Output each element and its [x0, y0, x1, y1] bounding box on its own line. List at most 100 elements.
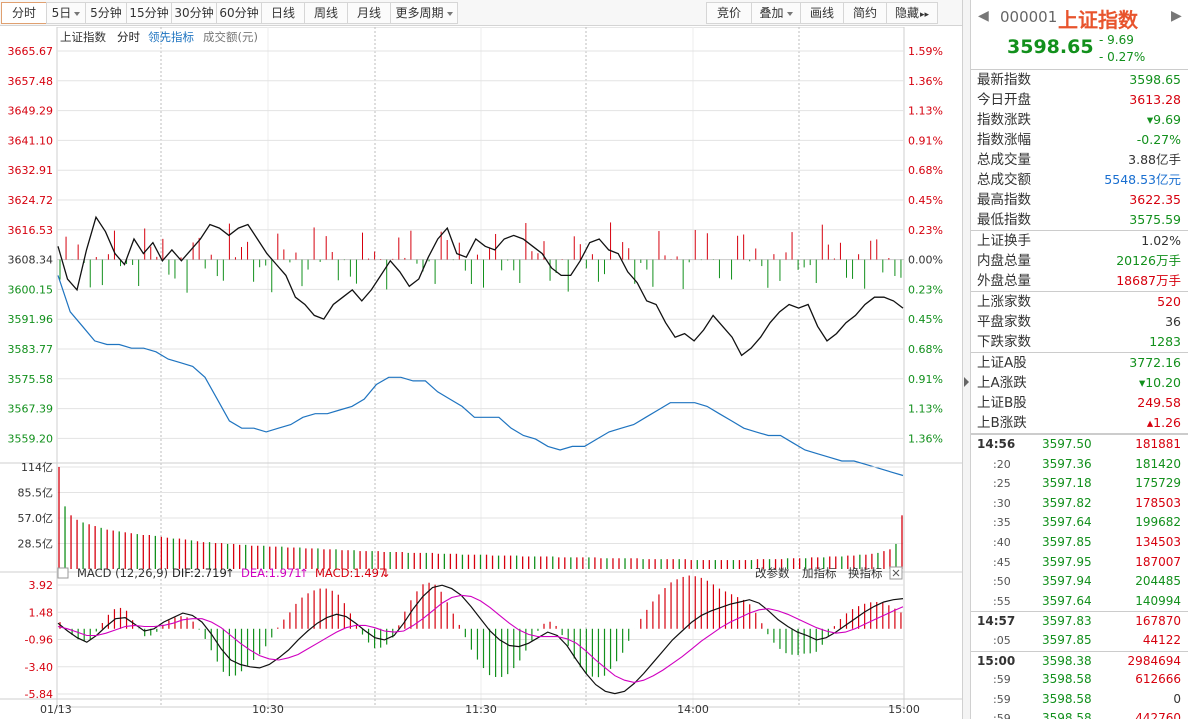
tick-volume: 44122 [1142, 632, 1181, 647]
period-5min-button[interactable]: 5分钟 [85, 2, 127, 24]
period-5min-label: 5分钟 [90, 6, 122, 20]
tick-volume: 204485 [1135, 574, 1181, 589]
quote-row: 指数涨幅 -0.27% [971, 130, 1188, 150]
quote-label: 最低指数 [977, 212, 1031, 228]
chevron-down-icon [786, 11, 793, 16]
price-tick-label: 3616.53 [8, 224, 54, 237]
period-toolbar: 分时 5日 5分钟 15分钟 30分钟 60分钟 日线 周线 月线 更多周期 竞价 叠加 画线 简约 隐藏▸… [0, 0, 962, 26]
pct-tick-label: 0.23% [908, 224, 943, 237]
quote-row: 上证B股 249.58 [971, 393, 1188, 413]
tick-row: :55 3597.64 140994 [971, 592, 1188, 612]
time-tick-label: 10:30 [252, 703, 284, 716]
quote-label: 总成交量 [977, 152, 1031, 168]
period-day-button[interactable]: 日线 [261, 2, 305, 24]
tick-time: :50 [993, 575, 1011, 589]
period-15min-button[interactable]: 15分钟 [126, 2, 172, 24]
pct-tick-label: 1.13% [908, 403, 943, 416]
quote-row: 上涨家数 520 [971, 292, 1188, 312]
quote-stats: 最新指数 3598.65 今日开盘 3613.28 指数涨跌 ▾9.69 指数涨幅 -0.27… [971, 70, 1188, 434]
tool-draw-label: 画线 [809, 6, 834, 20]
tick-row: :59 3598.58 0 [971, 690, 1188, 710]
legend-index_name: 上证指数 [60, 30, 106, 44]
intraday-chart[interactable]: 3665.67 1.59% 3657.48 1.36% 3649.29 1.13% 3641… [0, 27, 962, 719]
quote-value: 36 [1165, 314, 1181, 329]
tick-price: 3598.38 [1042, 653, 1092, 668]
quote-value: -0.27% [1136, 132, 1181, 147]
quote-group: 上涨家数 520 平盘家数 36 下跌家数 1283 [971, 292, 1188, 353]
period-60min-button[interactable]: 60分钟 [216, 2, 262, 24]
tool-brief-button[interactable]: 简约 [843, 2, 887, 24]
tick-row: 15:00 3598.38 2984694 [971, 650, 1188, 671]
tick-volume: 0 [1173, 691, 1181, 706]
tick-price: 3597.18 [1042, 476, 1092, 491]
tool-brief-label: 简约 [852, 6, 877, 20]
period-more-button[interactable]: 更多周期 [390, 2, 458, 24]
price-tick-label: 3641.10 [8, 134, 54, 147]
quote-label: 平盘家数 [977, 314, 1031, 330]
period-week-button[interactable]: 周线 [304, 2, 348, 24]
quote-label: 上B涨跌 [977, 415, 1027, 431]
tool-hide-button[interactable]: 隐藏▸▸ [886, 2, 938, 24]
period-month-button[interactable]: 月线 [347, 2, 391, 24]
period-30min-button[interactable]: 30分钟 [171, 2, 217, 24]
macd-action-1[interactable]: 加指标 [802, 566, 837, 580]
quote-row: 最高指数 3622.35 [971, 190, 1188, 210]
time-tick-label: 11:30 [465, 703, 497, 716]
next-stock-icon[interactable]: ▶ [1171, 8, 1182, 24]
collapse-arrow-icon [964, 377, 969, 387]
quote-row: 上A涨跌 ▾10.20 [971, 373, 1188, 393]
pct-tick-label: 1.13% [908, 105, 943, 118]
tick-time: :25 [993, 477, 1011, 491]
quote-label: 上证B股 [977, 395, 1027, 411]
period-week-label: 周线 [313, 6, 338, 20]
tool-bid-label: 竞价 [716, 6, 741, 20]
price-tick-label: 3649.29 [8, 105, 54, 118]
quote-value: 3613.28 [1129, 92, 1181, 107]
tick-list[interactable]: 14:56 3597.50 181881:20 3597.36 181420:25 359… [971, 434, 1188, 719]
macd-action-2[interactable]: 换指标 [848, 566, 883, 580]
legend-leading: 领先指标 [148, 30, 194, 44]
quote-row: 外盘总量 18687万手 [971, 271, 1188, 291]
tick-row: 14:56 3597.50 181881 [971, 435, 1188, 455]
price-tick-label: 3575.58 [8, 373, 54, 386]
tool-overlay-label: 叠加 [759, 6, 784, 20]
tick-volume: 181420 [1135, 456, 1181, 471]
quote-row: 上证A股 3772.16 [971, 353, 1188, 373]
macd-dif: DIF:2.719 [172, 566, 227, 580]
price-tick-label: 3600.15 [8, 283, 54, 296]
tick-price: 3597.36 [1042, 456, 1092, 471]
stock-code: 000001 [1000, 8, 1058, 26]
time-tick-label: 15:00 [888, 703, 920, 716]
period-5day-button[interactable]: 5日 [46, 2, 86, 24]
price-tick-label: 3559.20 [8, 432, 54, 445]
price-tick-label: 3567.39 [8, 403, 54, 416]
tick-price: 3597.83 [1042, 614, 1092, 629]
prev-stock-icon[interactable]: ◀ [978, 8, 989, 24]
tick-volume: 181881 [1135, 437, 1181, 451]
tool-overlay-button[interactable]: 叠加 [751, 2, 801, 24]
macd-tick-label: 3.92 [29, 579, 54, 592]
legend-mode: 分时 [117, 30, 140, 44]
tool-bid-button[interactable]: 竞价 [706, 2, 752, 24]
tick-row: 14:57 3597.83 167870 [971, 611, 1188, 631]
macd-action-0[interactable]: 改参数 [755, 566, 790, 580]
quote-row: 上证换手 1.02% [971, 231, 1188, 251]
panel-collapse-handle[interactable] [962, 0, 971, 719]
quote-group: 上证A股 3772.16 上A涨跌 ▾10.20 上证B股 249.58 上B涨跌 ▴1.26 [971, 353, 1188, 434]
tick-price: 3597.85 [1042, 534, 1092, 549]
tool-draw-button[interactable]: 画线 [800, 2, 844, 24]
price-tick-label: 3591.96 [8, 313, 54, 326]
chevron-down-icon [74, 11, 81, 16]
tick-price: 3598.58 [1042, 711, 1092, 719]
macd-settings-icon[interactable] [57, 567, 69, 579]
price-tick-label: 3657.48 [8, 75, 54, 88]
quote-value: 3.88亿手 [1128, 152, 1181, 167]
price-line [57, 215, 904, 357]
legend-amount: 成交额(元) [203, 30, 258, 44]
tick-row: :30 3597.82 178503 [971, 494, 1188, 514]
tick-row: :20 3597.36 181420 [971, 455, 1188, 475]
period-fenshi-button[interactable]: 分时 [1, 2, 47, 24]
quote-row: 下跌家数 1283 [971, 332, 1188, 352]
tick-row: :59 3598.58 442760 [971, 709, 1188, 719]
tick-row: :45 3597.95 187007 [971, 553, 1188, 573]
